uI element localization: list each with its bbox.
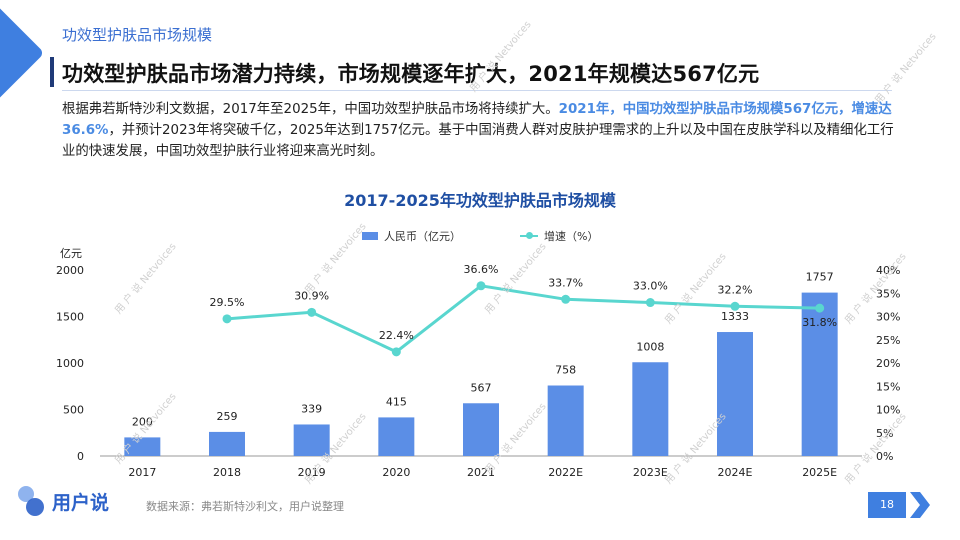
y-left-axis-label: 亿元 [60,247,82,260]
x-tick-label: 2023E [633,466,668,479]
bar [209,431,245,456]
growth-point [476,281,486,291]
x-tick-label: 2017 [128,466,156,479]
intro-highlight: 2021年，中国功效型护肤品市场规模567亿元，增速达36.6% [62,102,892,138]
y-right-tick-label: 10% [876,404,900,417]
growth-point [815,303,825,313]
x-tick-label: 2021 [467,466,495,479]
logo-mark-icon [16,486,46,516]
legend-bar-label: 人民币（亿元） [384,230,461,243]
growth-point [645,298,655,308]
growth-point [561,294,571,304]
y-left-tick-label: 1000 [56,357,84,370]
intro-text-2: ，并预计2023年将突破千亿，2025年达到1757亿元。基于中国消费人群对皮肤… [62,123,894,159]
page-title: 功效型护肤品市场潜力持续，市场规模逐年扩大，2021年规模达567亿元 [62,62,760,86]
legend-line-label: 增速（%） [544,230,599,243]
bar-value-label: 1333 [721,310,749,323]
growth-value-label: 22.4% [379,329,414,342]
y-right-tick-label: 30% [876,311,900,324]
chart-legend: 人民币（亿元） 增速（%） [0,228,960,248]
bar [632,362,669,456]
bar [378,417,415,456]
x-tick-label: 2020 [382,466,410,479]
page-number: 18 [880,498,894,511]
y-right-tick-label: 0% [876,450,893,463]
y-right-tick-label: 20% [876,357,900,370]
x-tick-label: 2019 [298,466,326,479]
bar-value-label: 1008 [636,340,664,353]
section-kicker: 功效型护肤品市场规模 [62,26,213,44]
growth-line [226,284,820,354]
legend-item-line: 增速（%） [520,228,598,244]
y-right-tick-label: 15% [876,380,900,393]
title-divider [62,90,892,91]
data-source: 数据来源：弗若斯特沙利文，用户说整理 [146,500,344,513]
x-tick-label: 2024E [718,466,753,479]
growth-value-label: 33.0% [633,280,668,293]
intro-text-1: 根据弗若斯特沙利文数据，2017年至2025年，中国功效型护肤品市场将持续扩大。 [62,102,559,117]
bar [547,385,584,456]
footer-logo: 用户说 [16,486,109,516]
y-right-tick-label: 40% [876,264,900,277]
bar-value-label: 200 [132,415,153,428]
bar [801,292,838,456]
growth-point [391,347,401,357]
bar-value-label: 259 [217,410,238,423]
bar [717,332,753,456]
y-right-tick-label: 25% [876,334,900,347]
y-left-tick-label: 500 [63,404,84,417]
growth-point [222,314,232,324]
y-left-tick-label: 0 [77,450,84,463]
legend-item-bar: 人民币（亿元） [362,228,461,244]
growth-value-label: 31.8% [802,316,837,329]
bar [124,437,161,456]
y-left-tick-label: 1500 [56,311,84,324]
bar-value-label: 339 [301,402,322,415]
y-right-tick-label: 5% [876,427,893,440]
y-left-tick-label: 2000 [56,264,84,277]
legend-line-swatch [520,232,538,239]
bar-value-label: 567 [471,381,492,394]
y-right-tick-label: 35% [876,287,900,300]
x-tick-label: 2018 [213,466,241,479]
bar-value-label: 1757 [806,271,834,284]
x-tick-label: 2022E [548,466,583,479]
x-tick-label: 2025E [802,466,837,479]
logo-text: 用户说 [52,491,110,514]
title-accent-bar [50,57,54,87]
growth-point [307,307,317,317]
bar [293,424,330,456]
chart-title: 2017-2025年功效型护肤品市场规模 [344,191,616,210]
growth-value-label: 30.9% [294,289,329,302]
bar-value-label: 758 [555,364,576,377]
growth-value-label: 33.7% [548,276,583,289]
page-badge-shape [868,492,930,518]
growth-value-label: 36.6% [464,263,499,276]
growth-value-label: 29.5% [210,296,245,309]
growth-point [730,301,740,311]
growth-value-label: 32.2% [718,283,753,296]
legend-bar-swatch [362,232,378,240]
intro-paragraph: 根据弗若斯特沙利文数据，2017年至2025年，中国功效型护肤品市场将持续扩大。… [62,99,902,162]
bar-value-label: 415 [386,395,407,408]
bar [463,403,499,456]
